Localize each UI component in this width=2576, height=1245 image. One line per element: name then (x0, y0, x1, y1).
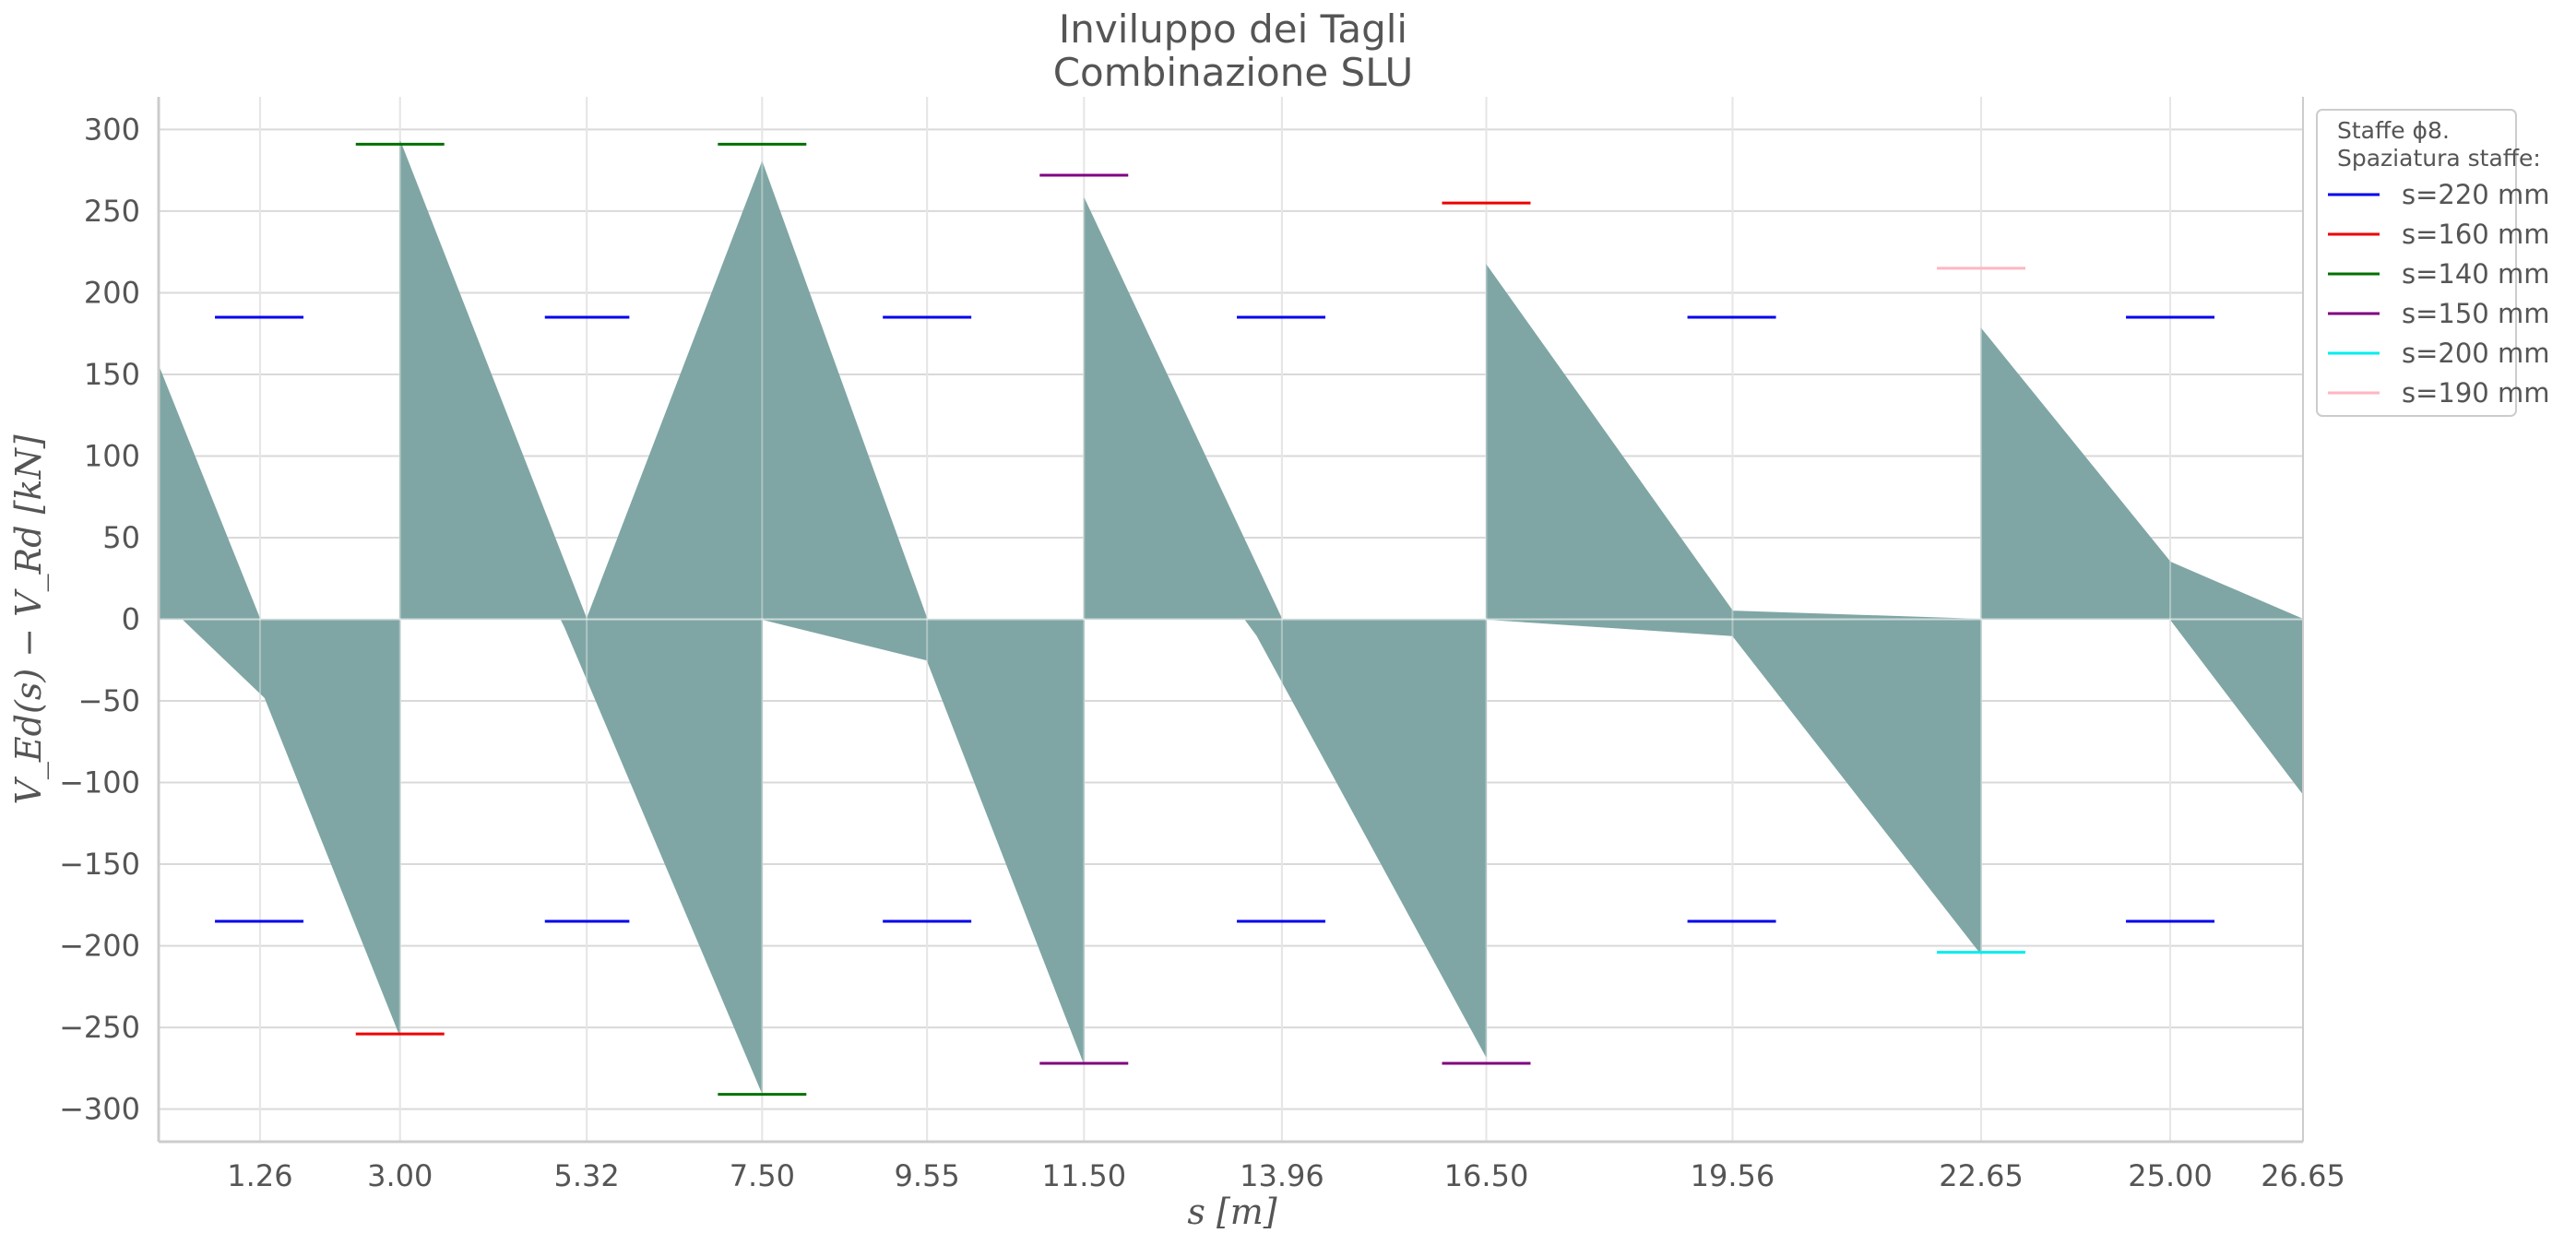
legend-entry-label: s=190 mm (2402, 377, 2549, 409)
y-tick-label: 0 (122, 602, 140, 637)
legend-entry-label: s=220 mm (2402, 179, 2549, 210)
axes (157, 97, 2304, 1144)
y-tick-label: −200 (59, 929, 140, 964)
chart-title-line-2: Combinazione SLU (1053, 50, 1414, 95)
legend-entry-label: s=140 mm (2402, 258, 2549, 290)
y-tick-label: −100 (59, 765, 140, 800)
legend-entry-label: s=160 mm (2402, 219, 2549, 250)
y-tick-label: 100 (84, 438, 140, 473)
legend-title-line-1: Staffe ϕ8. (2337, 117, 2450, 144)
y-axis-label: V_Ed(s) − V_Rd [kN] (8, 434, 50, 804)
legend-title-line-2: Spaziatura staffe: (2337, 145, 2541, 172)
x-tick-label: 26.65 (2261, 1158, 2345, 1193)
y-tick-label: −250 (59, 1010, 140, 1045)
y-tick-label: 200 (84, 275, 140, 310)
legend: Staffe ϕ8. Spaziatura staffe: s=220 mms=… (2316, 109, 2549, 417)
x-tick-label: 19.56 (1691, 1158, 1775, 1193)
y-tick-label: −50 (77, 683, 140, 718)
legend-entry-label: s=150 mm (2402, 298, 2549, 329)
y-tick-label: −150 (59, 847, 140, 882)
y-tick-label: 250 (84, 194, 140, 229)
chart-title-line-1: Inviluppo dei Tagli (1059, 6, 1407, 52)
envelope-area (158, 97, 2304, 1142)
y-tick-label: 300 (84, 112, 140, 147)
y-tick-label: −300 (59, 1092, 140, 1127)
x-tick-label: 9.55 (895, 1158, 960, 1193)
x-tick-label: 1.26 (227, 1158, 292, 1193)
y-tick-label: 50 (102, 520, 140, 555)
x-tick-label: 11.50 (1041, 1158, 1126, 1193)
x-tick-labels: 1.26 3.00 5.32 7.50 9.55 11.50 13.96 16.50 19.56… (227, 1158, 2345, 1193)
stirrup-limit-lines (215, 142, 2215, 1097)
x-tick-label: 3.00 (367, 1158, 433, 1193)
legend-entry-label: s=200 mm (2402, 338, 2549, 369)
x-tick-label: 25.00 (2128, 1158, 2213, 1193)
y-tick-label: 150 (84, 357, 140, 392)
x-tick-label: 22.65 (1939, 1158, 2024, 1193)
x-tick-label: 5.32 (554, 1158, 620, 1193)
x-tick-label: 16.50 (1444, 1158, 1529, 1193)
x-tick-label: 13.96 (1240, 1158, 1324, 1193)
legend-entries: s=220 mm s=160 mm s=140 mm s=150 mm s=200 mm… (2328, 179, 2549, 409)
y-tick-labels: 300 250 200 150 100 50 0 −50 −100 −150 −200 −250 −30… (59, 112, 140, 1126)
x-tick-label: 7.50 (730, 1158, 795, 1193)
x-axis-label: s [m] (1187, 1192, 1276, 1232)
legend-frame (2316, 109, 2517, 417)
